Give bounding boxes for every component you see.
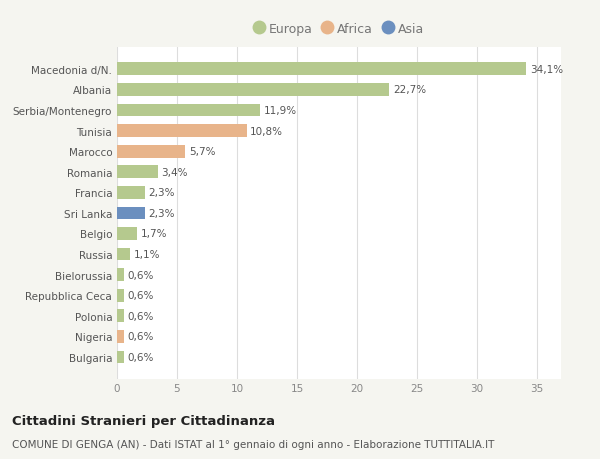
Bar — [117, 310, 124, 323]
Bar — [117, 207, 145, 220]
Bar — [117, 228, 137, 241]
Text: 0,6%: 0,6% — [128, 311, 154, 321]
Text: 22,7%: 22,7% — [393, 85, 426, 95]
Text: COMUNE DI GENGA (AN) - Dati ISTAT al 1° gennaio di ogni anno - Elaborazione TUTT: COMUNE DI GENGA (AN) - Dati ISTAT al 1° … — [12, 440, 494, 449]
Bar — [117, 248, 130, 261]
Bar — [117, 104, 260, 117]
Bar — [117, 289, 124, 302]
Text: 0,6%: 0,6% — [128, 353, 154, 362]
Bar — [117, 84, 389, 96]
Text: 0,6%: 0,6% — [128, 291, 154, 301]
Text: Cittadini Stranieri per Cittadinanza: Cittadini Stranieri per Cittadinanza — [12, 414, 275, 428]
Bar — [117, 269, 124, 281]
Bar — [117, 146, 185, 158]
Bar — [117, 166, 158, 179]
Text: 1,1%: 1,1% — [134, 250, 160, 259]
Text: 3,4%: 3,4% — [161, 168, 188, 177]
Text: 2,3%: 2,3% — [148, 188, 175, 198]
Bar — [117, 351, 124, 364]
Text: 0,6%: 0,6% — [128, 332, 154, 341]
Bar — [117, 63, 526, 76]
Text: 11,9%: 11,9% — [263, 106, 296, 116]
Text: 34,1%: 34,1% — [530, 65, 563, 74]
Legend: Europa, Africa, Asia: Europa, Africa, Asia — [248, 18, 430, 41]
Text: 5,7%: 5,7% — [189, 147, 215, 157]
Text: 1,7%: 1,7% — [141, 229, 167, 239]
Bar — [117, 186, 145, 199]
Bar — [117, 125, 247, 138]
Text: 2,3%: 2,3% — [148, 208, 175, 218]
Text: 0,6%: 0,6% — [128, 270, 154, 280]
Bar — [117, 330, 124, 343]
Text: 10,8%: 10,8% — [250, 126, 283, 136]
